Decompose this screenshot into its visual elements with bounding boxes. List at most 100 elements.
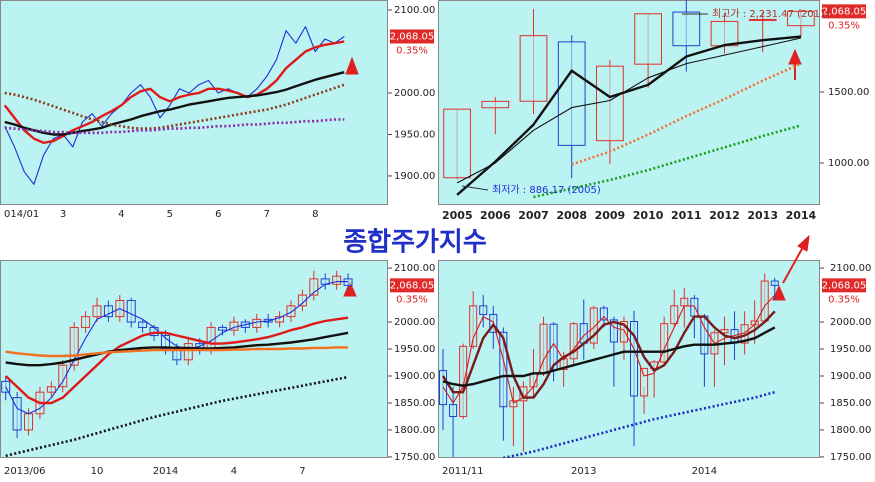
line-series — [441, 310, 776, 399]
panel: 1500.00 1000.00 2005 2006 2007 2008 2009 2010 20… — [442, 0, 869, 222]
candle-body — [748, 18, 777, 21]
candle — [672, 0, 701, 72]
change-label: 0.35% — [396, 45, 428, 56]
x-tick-label: 014/01 — [4, 209, 39, 220]
x-tick-label: 2013/06 — [4, 466, 46, 477]
candle-body — [1, 380, 11, 393]
y-tick-label: 1800.00 — [394, 425, 435, 436]
candle-body — [634, 13, 662, 65]
arrows — [343, 48, 810, 301]
candle-body — [297, 294, 307, 307]
line-series — [533, 124, 802, 199]
last-price-badge — [390, 278, 434, 293]
x-tick-label: 6 — [215, 209, 221, 220]
y-tick-label: 1750.00 — [830, 452, 871, 463]
last-price-badge — [822, 4, 866, 19]
candle-body — [309, 278, 319, 296]
line-series — [5, 346, 349, 358]
candle-body — [660, 323, 669, 363]
candle-body — [103, 305, 113, 318]
x-tick-label: 7 — [299, 466, 305, 477]
line-series — [456, 35, 802, 196]
y-tick-label: 2000.00 — [394, 317, 435, 328]
candle-body — [183, 343, 193, 361]
candle — [499, 327, 508, 441]
x-tick-label: 2014 — [786, 209, 817, 222]
candle-body — [619, 321, 628, 343]
candle-body — [92, 305, 102, 318]
candle — [634, 13, 662, 88]
line-series — [5, 281, 349, 415]
candle — [569, 322, 578, 366]
annotation-leader — [461, 185, 489, 191]
x-tick-label: 2008 — [556, 209, 587, 222]
y-tick-label: 1950.00 — [394, 129, 435, 140]
candle-body — [640, 367, 649, 397]
candle — [479, 295, 488, 328]
line-series — [442, 326, 776, 387]
plot-area — [1, 270, 353, 458]
y-tick-label: 2100.00 — [394, 263, 435, 274]
candle-body — [680, 297, 689, 307]
last-price-label: 2,068.05 — [822, 6, 867, 17]
candle — [332, 270, 342, 290]
panel: 2100.00 2000.00 1950.00 1900.00 1850.00 1800.… — [439, 263, 871, 477]
candle-body — [670, 305, 679, 325]
x-tick-label: 10 — [91, 466, 104, 477]
y-tick-label: 1950.00 — [830, 344, 871, 355]
plot-area — [439, 273, 779, 458]
y-tick-label: 1900.00 — [830, 371, 871, 382]
y-tick-label: 1850.00 — [394, 398, 435, 409]
line-series — [5, 331, 349, 367]
line-series — [3, 40, 345, 144]
last-price-badge — [390, 29, 434, 44]
candle-body — [286, 305, 296, 318]
annotation: 최고가 : 2,231.47 (2011) — [712, 8, 830, 20]
candle-body — [459, 345, 468, 417]
candle — [660, 316, 669, 366]
plot-area — [443, 0, 815, 199]
panel: 2100.00 2000.00 1950.00 1900.00 1850.00 1800.… — [1, 263, 435, 477]
frames — [0, 0, 820, 458]
x-tick-label: 2006 — [480, 209, 511, 222]
y-tick-label: 1500.00 — [828, 87, 869, 98]
line-series — [4, 118, 345, 135]
candle-body — [589, 307, 598, 344]
candle — [609, 316, 618, 387]
candle-body — [469, 305, 478, 347]
candle — [69, 322, 79, 371]
change-label: 0.35% — [828, 20, 860, 31]
candle-body — [672, 11, 701, 47]
candle — [640, 367, 649, 414]
candle-body — [252, 318, 262, 328]
y-tick-label: 2100.00 — [830, 263, 871, 274]
last-price-label: 2,068.05 — [390, 280, 435, 291]
x-tick-label: 3 — [60, 209, 66, 220]
candle — [126, 297, 136, 328]
x-tick-label: 2007 — [518, 209, 549, 222]
candle — [92, 297, 102, 323]
y-tick-label: 1800.00 — [830, 425, 871, 436]
x-tick-label: 4 — [231, 466, 237, 477]
candle — [297, 289, 307, 312]
candle — [218, 324, 228, 336]
panel: 2100.00 2000.00 1950.00 1900.00 014/01 3 4 5 6 7 8… — [3, 5, 435, 220]
candle-body — [24, 413, 34, 431]
candle — [183, 338, 193, 366]
line-series — [4, 316, 349, 405]
x-tick-label: 7 — [264, 209, 270, 220]
candle — [481, 97, 510, 135]
change-label: 0.35% — [828, 294, 860, 305]
plot-background — [0, 260, 388, 458]
candle-body — [69, 326, 79, 366]
candle — [449, 386, 458, 457]
candle-body — [787, 10, 815, 27]
candle-body — [596, 65, 624, 142]
y-tick-label: 1950.00 — [394, 344, 435, 355]
candle — [519, 8, 548, 114]
x-tick-label: 8 — [312, 209, 318, 220]
x-tick-label: 2014 — [692, 466, 717, 477]
x-tick-label: 4 — [118, 209, 124, 220]
